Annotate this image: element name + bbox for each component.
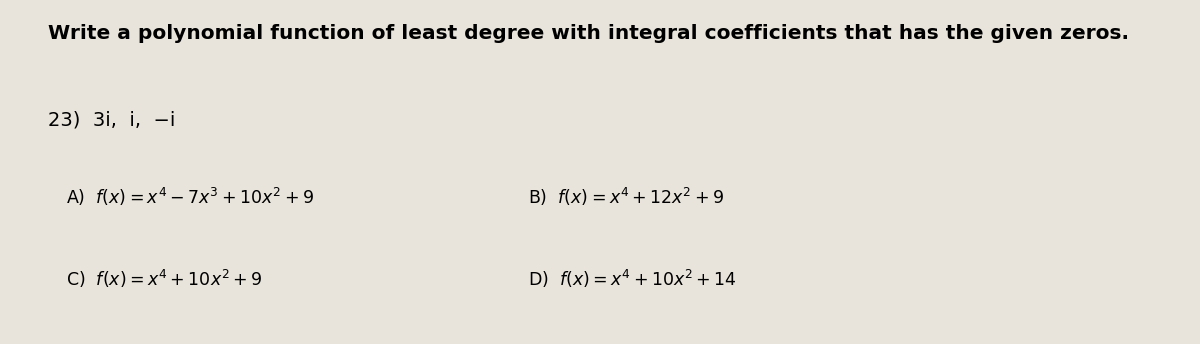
Text: A)  $f(x) = x^4 - 7x^3 + 10x^2 + 9$: A) $f(x) = x^4 - 7x^3 + 10x^2 + 9$ bbox=[66, 186, 314, 208]
Text: B)  $f(x) = x^4 + 12x^2 + 9$: B) $f(x) = x^4 + 12x^2 + 9$ bbox=[528, 186, 725, 208]
Text: Write a polynomial function of least degree with integral coefficients that has : Write a polynomial function of least deg… bbox=[48, 24, 1129, 43]
Text: C)  $f(x) = x^4 + 10x^2 + 9$: C) $f(x) = x^4 + 10x^2 + 9$ bbox=[66, 268, 263, 290]
Text: 23)  3i,  i,  −i: 23) 3i, i, −i bbox=[48, 110, 175, 129]
Text: D)  $f(x) = x^4 + 10x^2 + 14$: D) $f(x) = x^4 + 10x^2 + 14$ bbox=[528, 268, 737, 290]
